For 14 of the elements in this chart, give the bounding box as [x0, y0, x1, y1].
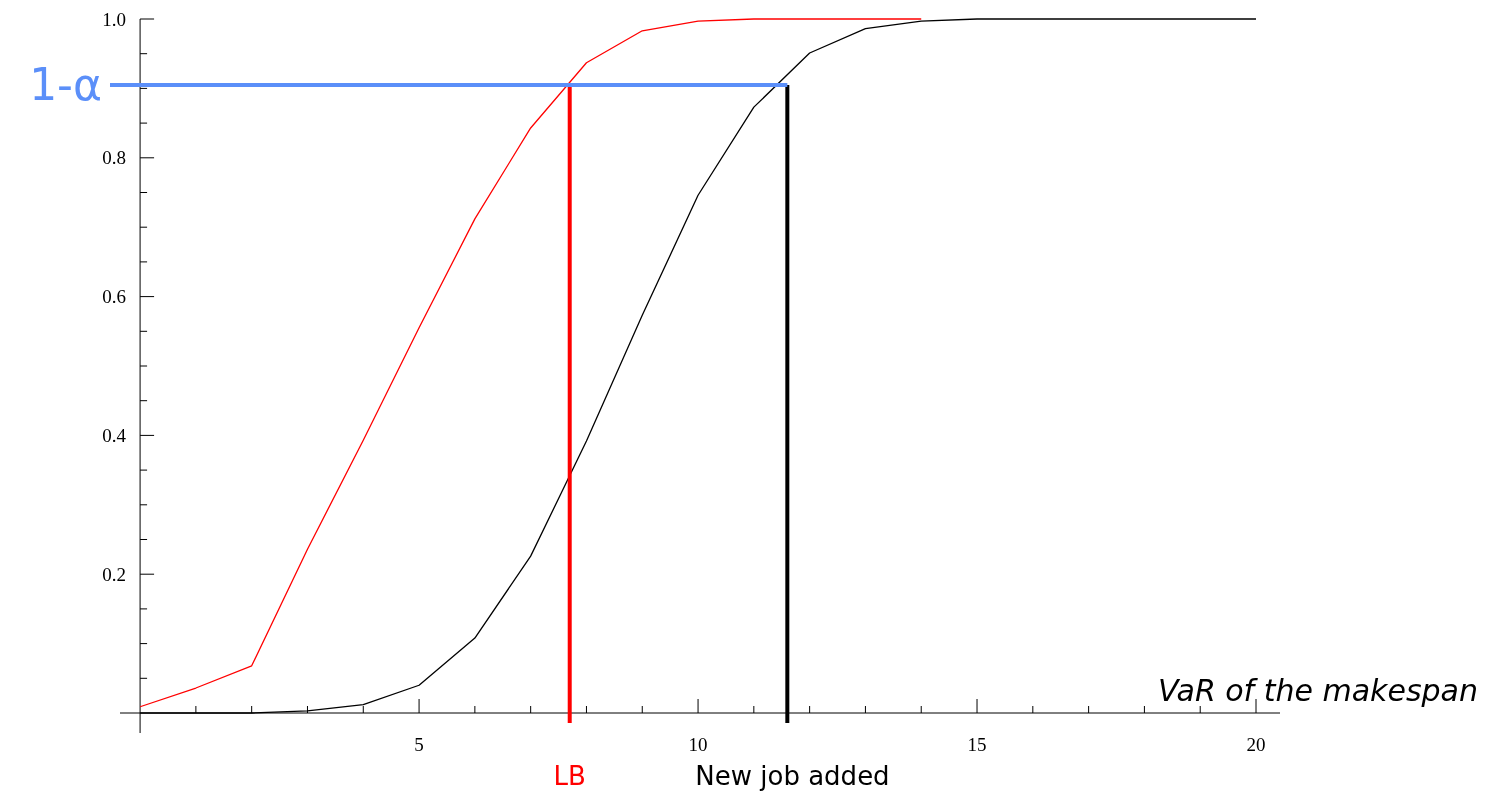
y-tick-label: 0.6 — [102, 286, 127, 308]
y-tick-label: 0.4 — [102, 425, 127, 447]
ref-line-label: 1-α — [29, 59, 102, 111]
x-tick-label: 10 — [688, 734, 708, 755]
ref-line-label: New job added — [695, 761, 890, 791]
x-tick-label: 15 — [967, 734, 987, 755]
y-tick-label: 0.2 — [102, 563, 127, 585]
y-tick-label: 1.0 — [102, 8, 127, 30]
ref-line-label: LB — [553, 761, 586, 791]
line-series — [139, 18, 922, 708]
x-tick-label: 5 — [414, 734, 424, 755]
x-axis-title: VaR of the makespan — [1157, 673, 1478, 708]
x-tick-label: 20 — [1246, 734, 1266, 755]
y-tick-label: 0.8 — [102, 147, 127, 169]
